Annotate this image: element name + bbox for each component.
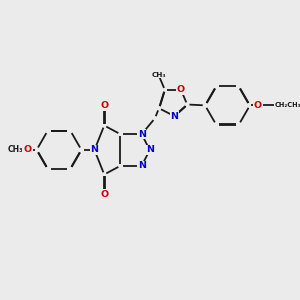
Text: O: O	[177, 85, 185, 94]
Text: CH₃: CH₃	[8, 146, 24, 154]
Text: O: O	[254, 101, 262, 110]
Text: N: N	[146, 146, 154, 154]
Text: O: O	[100, 190, 108, 199]
Text: N: N	[138, 161, 146, 170]
Text: CH₂CH₃: CH₂CH₃	[274, 102, 300, 108]
Text: O: O	[24, 146, 32, 154]
Text: N: N	[170, 112, 178, 121]
Text: O: O	[100, 101, 108, 110]
Text: N: N	[91, 146, 98, 154]
Text: CH₃: CH₃	[151, 72, 166, 78]
Text: N: N	[138, 130, 146, 139]
